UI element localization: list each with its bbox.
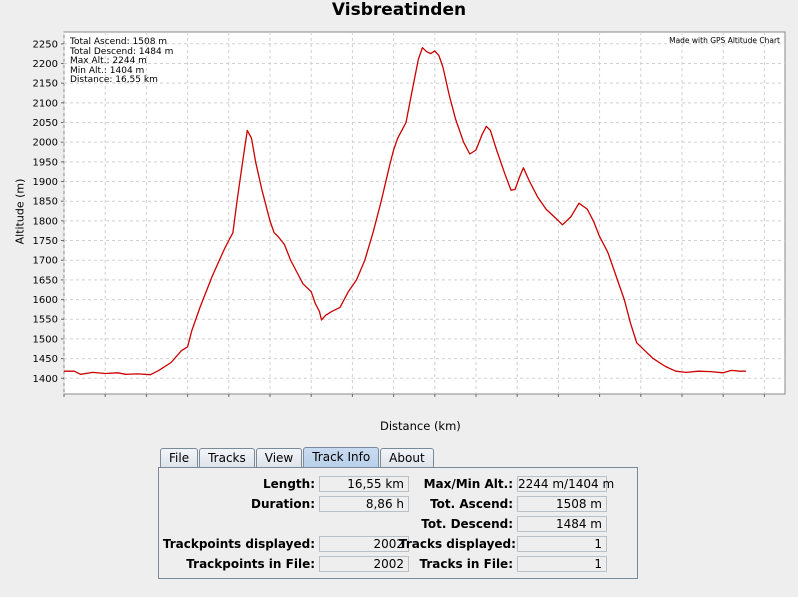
trackpoints-displayed-label: Trackpoints displayed: [162,537,315,551]
tot-descend-label: Tot. Descend: [421,517,513,531]
tab-tracks[interactable]: Tracks [199,448,255,468]
tab-file[interactable]: File [160,448,199,468]
altitude-chart: 1400145015001550160016501700175018001850… [33,31,786,402]
x-tick-label: 8 [390,401,396,402]
length-label: Length: [263,477,315,491]
trackpoints-displayed-field: 2002 [319,536,409,552]
plot-area [63,31,786,395]
altitude-profile-line [64,47,746,376]
y-tick-label: 2150 [33,79,58,90]
x-axis-label: Distance (km) [380,419,461,433]
tracks-displayed-field: 1 [517,536,607,552]
y-tick-label: 2050 [33,118,58,129]
x-tick-label: 6 [308,401,314,402]
y-tick-label: 1900 [33,177,58,188]
x-tick-label: 17 [758,401,771,402]
tot-ascend-field: 1508 m [517,496,607,512]
y-tick-label: 1400 [33,374,58,385]
x-tick-label: 13 [593,401,606,402]
y-tick-label: 2250 [33,39,58,50]
stat-min-alt: Min Alt.: 1404 m [70,65,145,76]
stat-total-ascend: Total Ascend: 1508 m [70,37,168,47]
track-info-panel: Length: 16,55 km Duration: 8,86 h Trackp… [158,467,638,579]
x-tick-label: 3 [184,401,190,402]
x-tick-label: 7 [349,401,355,402]
y-tick-label: 1750 [33,236,58,247]
stat-distance: Distance: 16,55 km [70,75,158,85]
y-tick-label: 1500 [33,334,58,345]
y-tick-label: 1650 [33,275,58,286]
chart-title: Visbreatinden [331,0,467,20]
track-stats-overlay: Total Ascend: 1508 m Total Descend: 1484… [70,37,174,86]
tab-about[interactable]: About [380,448,434,468]
duration-label: Duration: [251,497,315,511]
y-tick-label: 1450 [33,354,58,365]
tracks-in-file-label: Tracks in File: [419,557,514,571]
stat-total-descend: Total Descend: 1484 m [70,46,174,57]
x-tick-label: 11 [511,401,524,402]
tot-ascend-label: Tot. Ascend: [430,497,513,511]
x-tick-label: 1 [102,401,108,402]
tab-view[interactable]: View [255,448,303,468]
y-tick-label: 2000 [33,138,58,149]
y-tick-label: 1600 [33,295,58,306]
x-tick-label: 9 [432,401,438,402]
duration-field: 8,86 h [319,496,409,512]
x-tick-label: 12 [552,401,565,402]
tab-bar: File Tracks View Track Info About [160,447,435,468]
y-tick-label: 1950 [33,157,58,168]
x-tick-label: 4 [226,401,232,402]
length-field: 16,55 km [319,476,409,492]
stat-max-alt: Max Alt.: 2244 m [70,56,147,66]
x-tick-label: 10 [470,401,483,402]
max-min-alt-field: 2244 m/1404 m [517,476,615,492]
x-tick-label: 2 [143,401,149,402]
y-tick-label: 2100 [33,98,58,109]
x-tick-label: 16 [717,401,730,402]
y-tick-label: 1700 [33,256,58,267]
trackpoints-in-file-field: 2002 [319,556,409,572]
tot-descend-field: 1484 m [517,516,607,532]
y-tick-label: 1550 [33,315,58,326]
x-tick-label: 15 [676,401,689,402]
tracks-in-file-field: 1 [517,556,607,572]
x-tick-label: 5 [267,401,273,402]
tracks-displayed-label: Tracks displayed: [399,537,516,551]
tab-track-info[interactable]: Track Info [303,447,380,468]
trackpoints-in-file-label: Trackpoints in File: [186,557,315,571]
y-tick-label: 1800 [33,216,58,227]
x-tick-label: 14 [634,401,647,402]
max-min-alt-label: Max/Min Alt.: [423,477,513,491]
y-tick-label: 1850 [33,197,58,208]
watermark-text: Made with GPS Altitude Chart [669,36,780,45]
y-tick-label: 2200 [33,59,58,70]
y-axis-label: Altitude (m) [13,178,27,245]
x-tick-label: 0 [61,401,67,402]
